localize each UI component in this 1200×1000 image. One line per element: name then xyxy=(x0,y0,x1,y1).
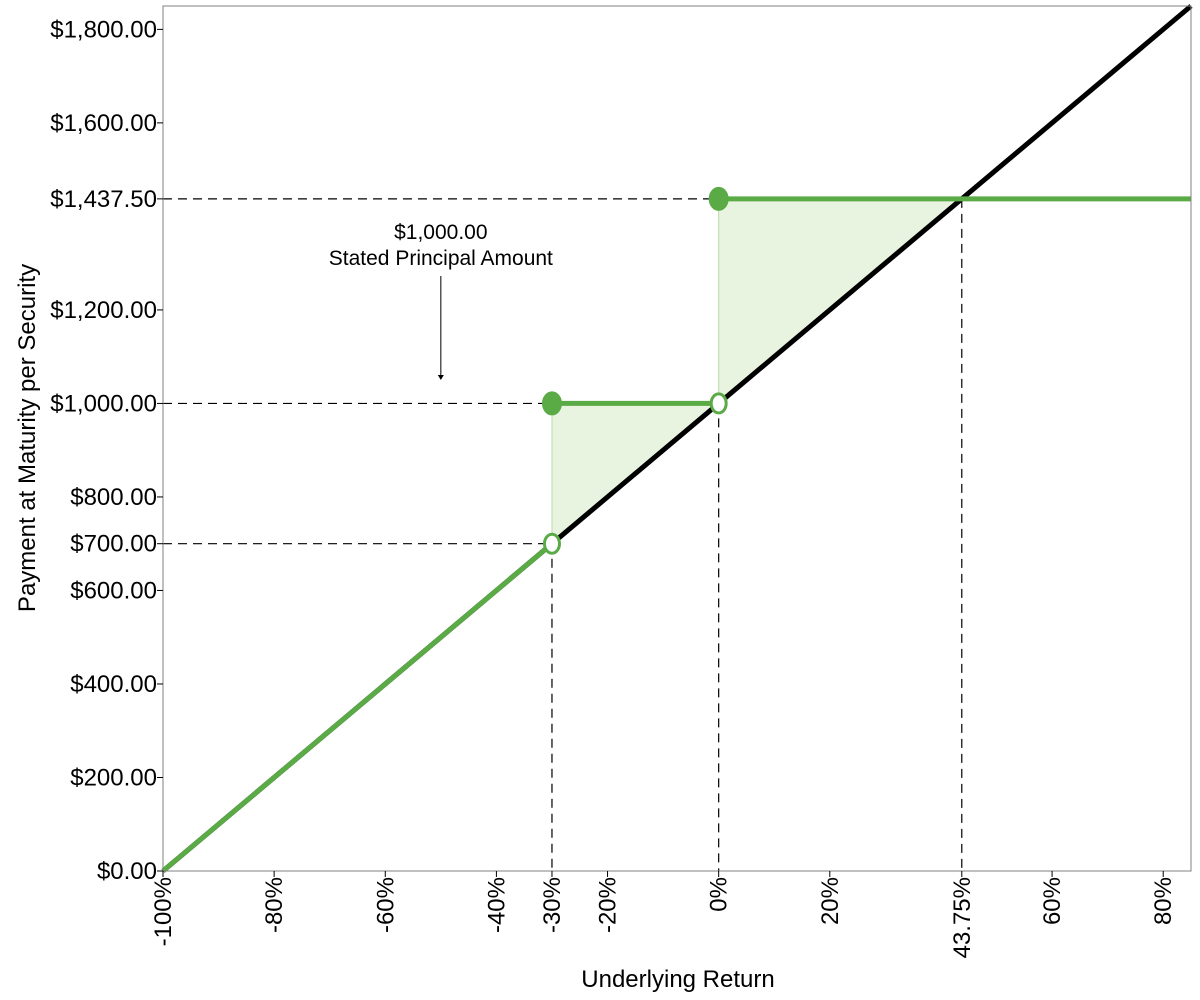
plot-frame xyxy=(162,5,1192,872)
x-tick-labels: -100% -80% -60% -40% -30% -20% 0% 20% 43.75% 60% 8… xyxy=(150,871,1177,958)
y-tick-label: $1,600.00 xyxy=(50,110,157,137)
x-tick-label: 60% xyxy=(1039,877,1066,925)
filled-marker-1 xyxy=(541,391,562,416)
y-tick-label: $600.00 xyxy=(70,577,157,604)
x-tick-label: -30% xyxy=(539,877,566,933)
open-marker-2 xyxy=(709,392,728,415)
open-marker-1 xyxy=(542,532,561,555)
x-tick-label: 80% xyxy=(1150,877,1177,925)
y-tick-label: $1,200.00 xyxy=(50,297,157,324)
x-tick-label: -20% xyxy=(595,877,622,933)
x-tick-label: 20% xyxy=(817,877,844,925)
x-tick-label: -40% xyxy=(483,877,510,933)
y-tick-label: $0.00 xyxy=(97,858,157,885)
y-tick-label: $200.00 xyxy=(70,764,157,791)
x-tick-label: -100% xyxy=(150,877,177,946)
annotations: $1,000.00 Stated Principal Amount xyxy=(329,221,553,381)
x-axis-title: Underlying Return xyxy=(581,966,774,993)
x-tick-label: -60% xyxy=(372,877,399,933)
y-tick-label: $1,000.00 xyxy=(50,390,157,417)
plot-border xyxy=(162,5,1192,872)
y-tick-label: $1,437.50 xyxy=(50,186,157,213)
annotation-text-line-2: Stated Principal Amount xyxy=(329,247,553,270)
x-tick-label: -80% xyxy=(261,877,288,933)
x-tick-label: 43.75% xyxy=(949,877,976,958)
annotation-text-line-1: $1,000.00 xyxy=(394,221,487,244)
y-tick-label: $400.00 xyxy=(70,671,157,698)
y-tick-labels: $0.00 $200.00 $400.00 $600.00 $700.00 $800.00… xyxy=(50,16,163,885)
filled-marker-2 xyxy=(708,186,729,211)
series-markers xyxy=(541,186,729,555)
x-tick-label: 0% xyxy=(706,877,733,912)
y-tick-label: $700.00 xyxy=(70,531,157,558)
y-axis-title: Payment at Maturity per Security xyxy=(14,264,41,612)
series-lines xyxy=(161,4,1193,873)
series-segment-security-payment-1 xyxy=(161,541,554,873)
y-tick-label: $800.00 xyxy=(70,484,157,511)
annotation-arrow-head xyxy=(437,375,444,381)
y-tick-label: $1,800.00 xyxy=(50,16,157,43)
